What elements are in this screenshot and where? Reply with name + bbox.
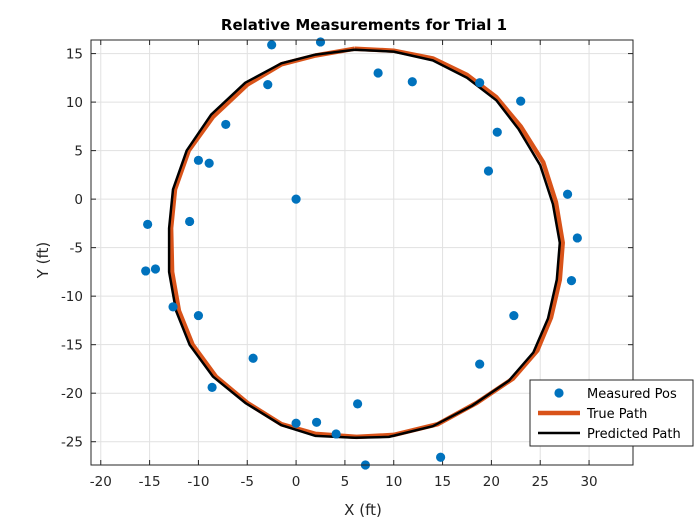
- data-point: [141, 266, 151, 276]
- axes-box: [90, 39, 634, 466]
- y-tick-label: 10: [66, 95, 83, 111]
- data-point: [204, 158, 214, 168]
- y-axis-label: Y (ft): [34, 242, 52, 280]
- data-point: [516, 96, 526, 106]
- x-tick-label: 25: [532, 474, 549, 490]
- data-point: [572, 233, 582, 243]
- x-tick-label: -5: [241, 474, 254, 490]
- y-tick-label: 15: [66, 47, 83, 63]
- y-tick-label: -15: [61, 338, 83, 354]
- data-point: [193, 155, 204, 165]
- chart-title: Relative Measurements for Trial 1: [221, 16, 507, 34]
- data-point: [193, 310, 204, 321]
- series-layer: [141, 37, 582, 470]
- data-point: [475, 78, 485, 88]
- y-tick-label: -5: [70, 241, 83, 257]
- y-tick-label: 5: [74, 144, 83, 160]
- data-point: [207, 382, 217, 392]
- legend-marker: [554, 388, 564, 398]
- data-point: [566, 276, 577, 286]
- data-point: [475, 359, 485, 369]
- data-point: [353, 399, 363, 409]
- x-tick-label: 0: [292, 474, 301, 490]
- legend-label: True Path: [586, 407, 647, 422]
- legend-label: Measured Pos: [587, 387, 677, 402]
- data-point: [291, 418, 301, 428]
- x-tick-label: -10: [187, 474, 209, 490]
- x-tick-label: -15: [139, 474, 161, 490]
- data-point: [436, 452, 446, 462]
- x-tick-label: 15: [434, 474, 451, 490]
- y-tick-label: -25: [61, 435, 83, 451]
- data-point: [483, 166, 494, 176]
- x-tick-label: 20: [483, 474, 500, 490]
- grid-lines: [91, 40, 633, 465]
- data-point: [185, 216, 195, 227]
- y-tick-label: 0: [74, 192, 83, 208]
- x-axis-label: X (ft): [344, 501, 382, 519]
- data-point: [373, 68, 383, 78]
- data-point: [315, 37, 326, 47]
- data-point: [407, 77, 417, 87]
- data-point: [267, 40, 277, 50]
- x-tick-label: 5: [341, 474, 350, 490]
- x-tick-label: -20: [90, 474, 112, 490]
- data-point: [221, 119, 231, 130]
- data-point: [562, 189, 573, 199]
- data-point: [311, 417, 322, 427]
- data-point: [263, 80, 273, 90]
- series-line: [168, 46, 565, 440]
- data-point: [509, 310, 519, 321]
- legend-label: Predicted Path: [587, 427, 681, 442]
- series-line: [167, 48, 562, 440]
- tick-labels: -20 -15 -10 -5 0 5 10 15 20 25 30 -25 -20 -15 -10 -5 0 5 1…: [61, 47, 598, 490]
- y-tick-label: -10: [61, 289, 83, 305]
- data-point: [331, 429, 341, 439]
- data-point: [248, 353, 258, 363]
- data-point: [492, 127, 502, 137]
- legend: Measured Pos True Path Predicted Path: [529, 379, 694, 447]
- data-point: [150, 264, 161, 274]
- y-tick-label: -20: [61, 386, 83, 402]
- data-point: [168, 302, 178, 312]
- x-tick-label: 30: [580, 474, 597, 490]
- x-tick-label: 10: [385, 474, 402, 490]
- data-point: [143, 219, 153, 229]
- data-point: [291, 194, 301, 204]
